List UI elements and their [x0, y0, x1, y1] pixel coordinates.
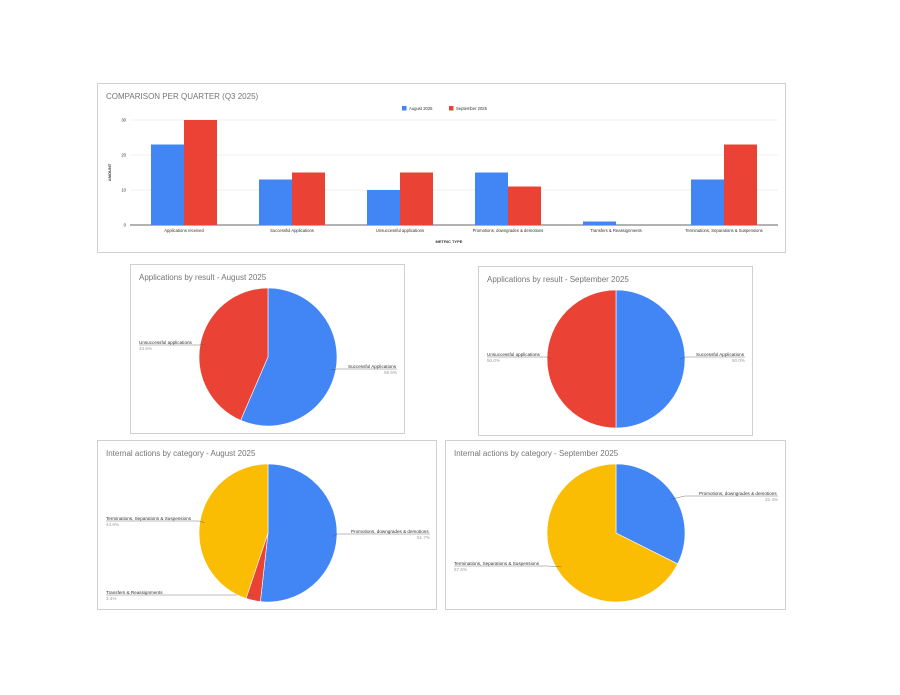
x-tick-label: Applications received	[164, 228, 204, 233]
pie-slice-percent: 44.8%	[106, 522, 119, 527]
pie-sep-results-title: Applications by result - September 2025	[487, 275, 629, 284]
bar-august-2025-promotions-downgrades-demotions	[475, 172, 508, 225]
leader-line	[331, 533, 430, 537]
bar-chart-title: COMPARISON PER QUARTER (Q3 2025)	[106, 92, 259, 101]
pie-slice-label: Promotions, downgrades & demotions	[351, 529, 429, 534]
pie-slice-label: Promotions, downgrades & demotions	[699, 491, 777, 496]
pie-slice-label: Successful Applications	[348, 364, 397, 369]
pie-slice-label: Unsuccessful applications	[139, 340, 193, 345]
leader-line	[454, 565, 562, 567]
pie-slice-terminations-separations-suspensions	[198, 463, 269, 599]
pie-slice-label: Transfers & Reassignments	[106, 590, 163, 595]
y-tick-label: 20	[121, 153, 126, 158]
pie-slice-percent: 50.0%	[487, 358, 500, 363]
bar-august-2025-successful-applications	[259, 179, 292, 225]
pie-slice-percent: 32.4%	[765, 497, 778, 502]
pie-slice-unsuccessful-applications	[198, 287, 269, 421]
leader-line	[680, 356, 745, 360]
bar-august-2025-applications-received	[151, 144, 184, 225]
x-tick-label: Unsuccessful applications	[376, 228, 424, 233]
x-tick-label: Promotions, downgrades & demotions	[473, 228, 544, 233]
pie-aug-results-title: Applications by result - August 2025	[139, 273, 267, 282]
legend-swatch	[402, 106, 407, 111]
y-tick-label: 10	[121, 188, 126, 193]
x-tick-label: Transfers & Reassignments	[590, 228, 642, 233]
pie-sep-results-chart: Successful Applications50.0%Unsuccessful…	[487, 289, 745, 429]
bar-august-2025-unsuccessful-applications	[367, 190, 400, 225]
legend-label: September 2025	[456, 106, 488, 111]
pie-slice-unsuccessful-applications	[546, 289, 617, 429]
pie-slice-percent: 43.5%	[139, 346, 152, 351]
pie-slice-promotions-downgrades-demotions	[260, 463, 338, 603]
pie-slice-percent: 51.7%	[417, 535, 430, 540]
pie-slice-promotions-downgrades-demotions	[615, 463, 686, 565]
bar-september-2025-promotions-downgrades-demotions	[508, 186, 541, 225]
pie-slice-successful-applications	[240, 287, 338, 427]
pie-aug-actions-panel: Internal actions by category - August 20…	[97, 440, 437, 610]
bar-september-2025-terminations-separations-suspensions	[724, 144, 757, 225]
pie-aug-results-panel: Applications by result - August 2025 Suc…	[130, 264, 405, 434]
bar-chart-panel: COMPARISON PER QUARTER (Q3 2025) 0 10 20 30…	[97, 83, 786, 253]
y-tick-label: 0	[124, 223, 127, 228]
pie-slice-percent: 67.6%	[454, 567, 467, 572]
pie-slice-percent: 3.4%	[106, 596, 116, 601]
x-axis-title: METRIC TYPE	[436, 239, 463, 244]
y-tick-label: 30	[121, 118, 126, 123]
bar-september-2025-applications-received	[184, 120, 217, 225]
bar-chart: 0 10 20 30 AMOUNT METRIC TYPE Applications rec…	[107, 106, 778, 244]
legend-swatch	[449, 106, 454, 111]
y-axis-title: AMOUNT	[107, 163, 112, 181]
pie-aug-actions-title: Internal actions by category - August 20…	[106, 449, 256, 458]
bar-august-2025-terminations-separations-suspensions	[691, 179, 724, 225]
leader-line	[106, 594, 255, 596]
pie-sep-actions-title: Internal actions by category - September…	[454, 449, 619, 458]
pie-slice-label: Unsuccessful applications	[487, 352, 541, 357]
leader-line	[670, 495, 778, 500]
leader-line	[487, 356, 552, 360]
bar-august-2025-transfers-reassignments	[583, 221, 616, 225]
leader-line	[330, 368, 397, 371]
pie-sep-results-panel: Applications by result - September 2025 …	[478, 266, 753, 436]
pie-slice-terminations-separations-suspensions	[546, 463, 679, 603]
bar-september-2025-unsuccessful-applications	[400, 172, 433, 225]
pie-slice-percent: 50.0%	[732, 358, 745, 363]
pie-slice-label: Terminations, Separations & Suspensions	[454, 561, 540, 566]
x-tick-label: Terminations, Separations & Suspensions	[685, 228, 763, 233]
bar-september-2025-successful-applications	[292, 172, 325, 225]
pie-sep-actions-panel: Internal actions by category - September…	[445, 440, 786, 610]
legend-label: August 2025	[409, 106, 433, 111]
pie-slice-percent: 56.5%	[384, 370, 397, 375]
x-tick-label: Successful Applications	[270, 228, 314, 233]
leader-line	[139, 343, 206, 346]
pie-slice-label: Successful Applications	[696, 352, 745, 357]
leader-line	[106, 520, 205, 523]
pie-slice-successful-applications	[615, 289, 686, 429]
pie-slice-label: Terminations, Separations & Suspensions	[106, 516, 192, 521]
